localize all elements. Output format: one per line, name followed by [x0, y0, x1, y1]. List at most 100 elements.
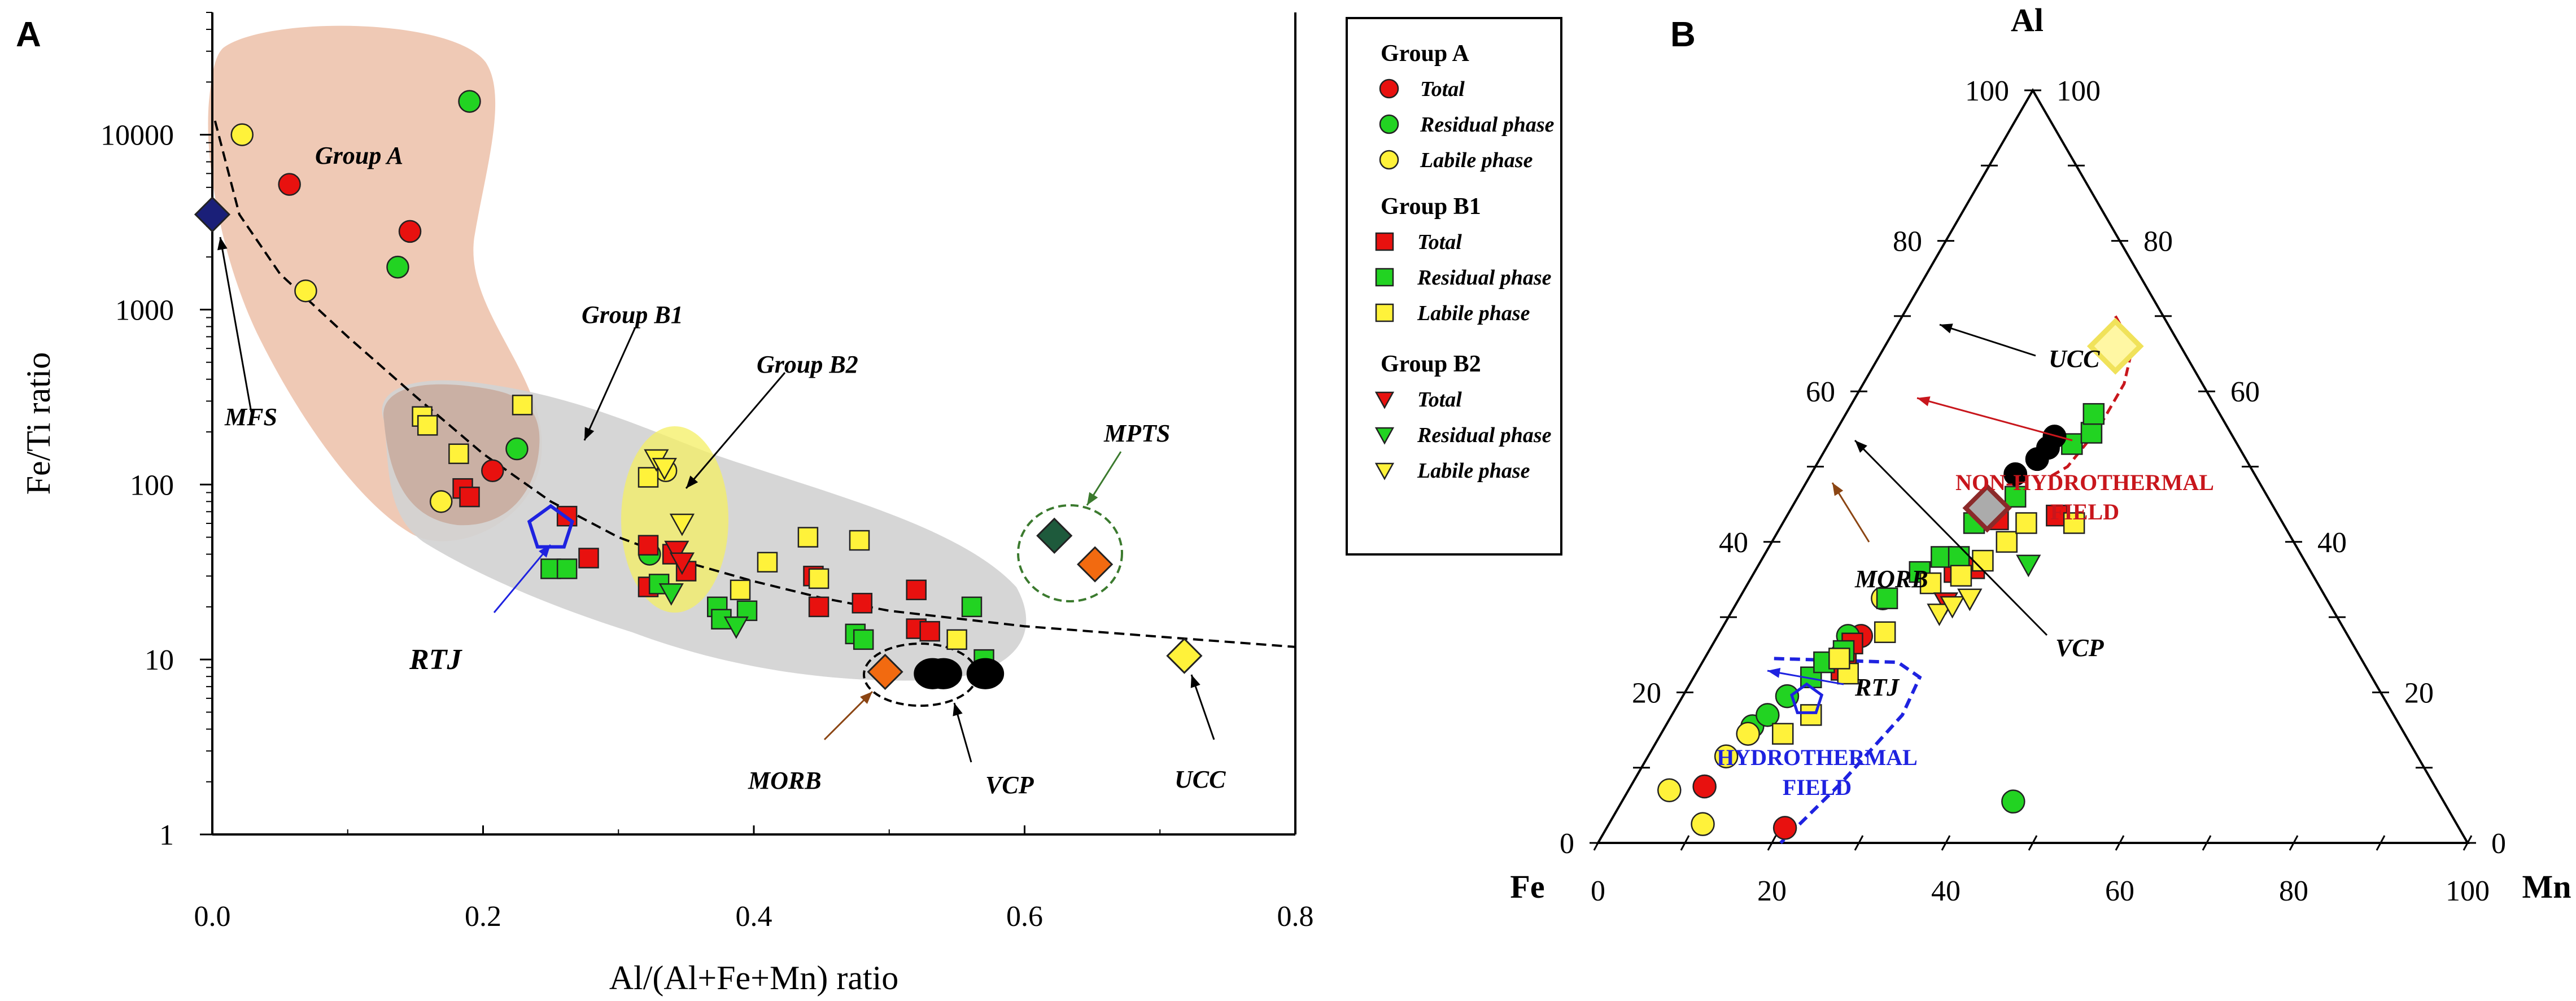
a-point-group-a-residual-phase: [458, 90, 481, 113]
b-right-tick-label: 60: [2230, 376, 2260, 408]
b-bottom-tick: [1941, 835, 1951, 851]
a-point-group-a-labile-phase: [230, 123, 254, 146]
b-bottom-tick-label: 80: [2279, 875, 2308, 907]
b-ref-vcp: [2042, 425, 2067, 449]
b-arrow-nonhydro: [1916, 397, 2073, 442]
a-point-group-b1-total: [459, 486, 480, 508]
b-bottom-tick: [2376, 835, 2386, 851]
b-hydro-line1: HYDROTHERMAL: [1717, 745, 1918, 770]
a-label-vcp: VCP: [985, 771, 1034, 799]
a-arrowhead-group-b2: [686, 475, 698, 488]
a-point-group-b1-residual-phase: [853, 629, 874, 650]
a-mpts-ellipse: [1017, 504, 1123, 602]
a-arrow-group-b2: [685, 372, 786, 489]
a-ref-mfs: [194, 196, 231, 233]
b-right-tick-label: 80: [2143, 226, 2173, 258]
a-point-group-b1-total: [578, 548, 599, 569]
b-point-group-b1-labile-phase: [1874, 621, 1896, 644]
b-arrowhead-morb: [1832, 483, 1844, 496]
a-point-group-b2-total: [664, 540, 689, 563]
a-ref-mpts: [1036, 517, 1073, 554]
a-arrow-rtj: [493, 544, 552, 613]
b-right-tick-label: 100: [2057, 75, 2101, 107]
a-x-tick-label: 0.6: [1006, 901, 1043, 933]
legend-marker-square: [1375, 268, 1394, 287]
b-ticks: [1590, 89, 2476, 851]
a-point-group-b1-labile-phase: [417, 415, 438, 436]
b-point-group-b1-labile-phase: [1919, 572, 1942, 595]
b-bottom-tick: [2202, 835, 2212, 851]
a-ref-vcp: [924, 658, 962, 689]
b-left-tick-label: 20: [1632, 677, 1661, 709]
legend-group-heading: Group A: [1381, 41, 1469, 67]
a-point-group-b1-residual-phase: [711, 609, 732, 630]
b-nonhydro-line1: NON-HYDROTHERMAL: [1955, 470, 2214, 495]
b-point-group-a-residual-phase: [1756, 703, 1780, 727]
a-point-group-b2-labile-phase: [652, 458, 677, 480]
b-arrow-ucc: [1939, 324, 2036, 357]
legend: Group A Total Residual phase Labile phase Gr…: [1346, 17, 1562, 556]
b-point-group-b1-labile-phase: [1950, 565, 1972, 587]
b-point-group-b2-residual-phase: [2016, 554, 2041, 578]
a-ref-ucc: [1166, 637, 1203, 674]
b-left-tick-label: 80: [1893, 226, 1922, 258]
b-point-group-b1-labile-phase: [1772, 723, 1794, 745]
b-nonhydro-line2: FIELD: [2050, 499, 2119, 524]
legend-marker-triangle: [1374, 391, 1395, 409]
b-bottom-tick: [1767, 835, 1777, 851]
legend-marker-circle: [1379, 150, 1399, 170]
b-point-group-b1-residual-phase: [2082, 403, 2105, 425]
a-data-points: [194, 90, 1203, 690]
a-point-group-b2-residual-phase: [658, 583, 684, 606]
a-x-axis-title: Al/(Al+Fe+Mn) ratio: [609, 959, 899, 996]
b-label-vcp: VCP: [2055, 634, 2105, 662]
a-point-group-a-labile-phase: [294, 279, 317, 303]
a-point-group-b1-labile-phase: [797, 527, 819, 548]
b-apex-mn: Mn: [2522, 868, 2571, 905]
legend-item-label: Total: [1417, 388, 1462, 412]
a-point-group-b1-total: [852, 593, 873, 614]
legend-item-label: Labile phase: [1420, 148, 1533, 172]
legend-item-label: Residual phase: [1417, 423, 1552, 447]
a-point-group-b1-labile-phase: [849, 530, 870, 551]
a-arrow-mpts: [1086, 451, 1122, 506]
legend-marker-circle: [1379, 78, 1399, 99]
a-point-group-b1-labile-phase: [946, 629, 967, 650]
b-data-points: [1657, 317, 2144, 840]
a-point-group-b1-labile-phase: [638, 467, 659, 488]
b-point-group-a-labile-phase: [1691, 812, 1715, 836]
panel-b-letter: B: [1670, 15, 1696, 54]
a-arrowhead-mfs: [217, 237, 228, 251]
b-bottom-tick-label: 60: [2105, 875, 2134, 907]
b-point-group-b1-labile-phase: [2063, 512, 2085, 534]
a-label-mpts: MPTS: [1103, 419, 1170, 447]
b-right-tick-label: 0: [2491, 828, 2506, 860]
b-point-group-b1-labile-phase: [1828, 648, 1850, 670]
b-bottom-tick: [2028, 835, 2038, 851]
b-point-group-a-total: [1692, 774, 1717, 799]
a-arrow-mfs: [219, 237, 252, 413]
a-y-axis-title: Fe/Ti ratio: [20, 352, 57, 495]
legend-marker-triangle: [1374, 462, 1395, 480]
b-point-group-b1-labile-phase: [2015, 512, 2037, 534]
a-label-group-b1: Group B1: [582, 301, 683, 329]
a-arrowhead-group-b1: [584, 427, 595, 440]
legend-item-label: Labile phase: [1417, 301, 1530, 325]
a-point-group-b2-labile-phase: [669, 513, 695, 536]
b-arrowhead-vcp: [1855, 440, 1867, 453]
a-point-group-b1-total: [906, 579, 927, 601]
a-x-tick-label: 0.8: [1277, 901, 1314, 933]
b-arrow-rtj: [1767, 670, 1844, 685]
a-point-group-a-labile-phase: [429, 490, 453, 513]
b-point-group-b2-labile-phase: [1927, 604, 1952, 627]
legend-group-heading: Group B2: [1381, 351, 1481, 377]
b-point-group-b1-residual-phase: [1876, 587, 1898, 610]
a-y-tick-label: 100: [130, 469, 174, 501]
a-arrowhead-ucc: [1190, 675, 1200, 688]
b-ref-vcp: [2003, 462, 2028, 486]
a-arrow-morb: [823, 690, 874, 741]
b-hydrothermal-boundary: [1774, 657, 1922, 845]
legend-item-label: Residual phase: [1417, 266, 1552, 290]
